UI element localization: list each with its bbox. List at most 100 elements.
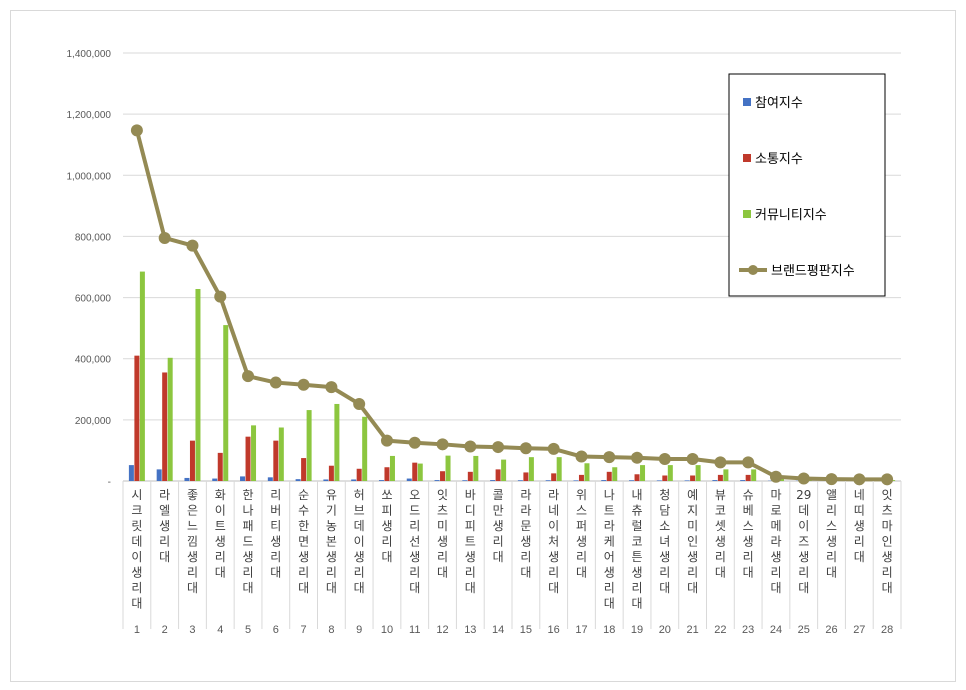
- rank-label-21: 22: [714, 624, 726, 636]
- bar-0-1: [156, 469, 162, 481]
- bar-2-0: [139, 271, 145, 481]
- legend-swatch-1: [743, 154, 751, 162]
- bar-1-10: [412, 462, 418, 481]
- legend-marker-swatch: [748, 265, 758, 275]
- bar-2-6: [306, 410, 312, 481]
- line-point-13: [492, 441, 505, 454]
- line-point-14: [519, 442, 532, 455]
- line-point-23: [769, 470, 782, 483]
- bar-2-22: [751, 469, 757, 481]
- bar-0-17: [601, 480, 607, 481]
- bar-1-5: [273, 440, 279, 481]
- bar-1-15: [551, 473, 557, 481]
- bar-0-12: [462, 480, 468, 481]
- chart-frame: - 200,000 400,000 600,000 800,000 1,000,000 1,…: [10, 10, 956, 682]
- bar-0-9: [378, 480, 384, 481]
- rank-label-4: 5: [245, 624, 251, 636]
- bar-2-11: [445, 455, 451, 481]
- bar-2-5: [278, 427, 284, 481]
- bar-0-5: [267, 477, 273, 481]
- bar-2-3: [223, 325, 229, 481]
- line-point-2: [186, 239, 199, 252]
- line-point-7: [325, 381, 338, 394]
- bar-2-12: [473, 455, 479, 481]
- rank-label-24: 25: [798, 624, 810, 636]
- rank-label-15: 16: [548, 624, 560, 636]
- bar-2-1: [167, 357, 173, 481]
- line-point-6: [297, 378, 310, 391]
- bar-0-13: [490, 480, 496, 481]
- rank-label-19: 20: [659, 624, 671, 636]
- bar-0-10: [406, 478, 412, 481]
- line-point-0: [130, 124, 143, 137]
- line-point-4: [242, 370, 255, 383]
- rank-label-23: 24: [770, 624, 782, 636]
- rank-label-10: 11: [409, 624, 420, 636]
- y-tick-label: 800,000: [75, 232, 112, 243]
- bar-1-9: [384, 467, 390, 481]
- bar-0-19: [656, 480, 662, 481]
- y-tick-label: 1,400,000: [67, 49, 112, 60]
- y-tick-label: 400,000: [75, 355, 112, 366]
- bar-1-14: [523, 472, 529, 481]
- bar-1-1: [162, 372, 168, 481]
- rank-label-22: 23: [742, 624, 754, 636]
- bar-1-16: [578, 474, 584, 481]
- chart-svg: - 200,000 400,000 600,000 800,000 1,000,000 1,…: [67, 49, 902, 636]
- bar-0-20: [684, 480, 690, 481]
- y-tick-label: -: [108, 477, 111, 488]
- category-label-24: 29 데 이 즈 생 리 대: [796, 488, 811, 595]
- line-point-9: [380, 434, 393, 447]
- rank-label-13: 14: [492, 624, 504, 636]
- bar-2-9: [389, 455, 395, 481]
- bar-0-4: [240, 476, 246, 481]
- rank-label-9: 10: [381, 624, 393, 636]
- legend-box: [728, 73, 886, 297]
- bar-1-17: [606, 471, 612, 481]
- rank-label-3: 4: [217, 624, 223, 636]
- bar-2-19: [667, 465, 673, 481]
- bar-1-11: [440, 471, 446, 481]
- bar-1-18: [634, 474, 640, 481]
- rank-label-20: 21: [686, 624, 698, 636]
- bar-2-10: [417, 463, 423, 481]
- bar-1-21: [717, 474, 723, 481]
- bar-2-21: [723, 469, 729, 481]
- bar-2-17: [612, 467, 618, 481]
- bar-2-8: [362, 416, 368, 481]
- legend-label-0: 참여지수: [755, 96, 803, 111]
- legend-label-3: 브랜드평판지수: [771, 264, 855, 279]
- bar-0-6: [295, 479, 301, 481]
- rank-label-7: 8: [328, 624, 334, 636]
- rank-label-25: 26: [825, 624, 837, 636]
- legend-label-2: 커뮤니티지수: [755, 208, 827, 223]
- line-point-19: [658, 452, 671, 465]
- rank-label-1: 2: [162, 624, 168, 636]
- bar-1-0: [134, 355, 140, 481]
- legend-swatch-2: [743, 210, 751, 218]
- rank-label-0: 1: [134, 624, 140, 636]
- rank-label-6: 7: [301, 624, 307, 636]
- bar-1-22: [745, 474, 751, 481]
- bar-2-20: [695, 465, 701, 481]
- bar-0-18: [629, 480, 635, 481]
- line-point-21: [714, 456, 727, 469]
- bar-0-3: [212, 478, 218, 481]
- bar-1-7: [328, 465, 334, 481]
- bar-0-15: [545, 480, 551, 481]
- line-point-18: [631, 451, 644, 464]
- y-tick-label: 600,000: [75, 294, 112, 305]
